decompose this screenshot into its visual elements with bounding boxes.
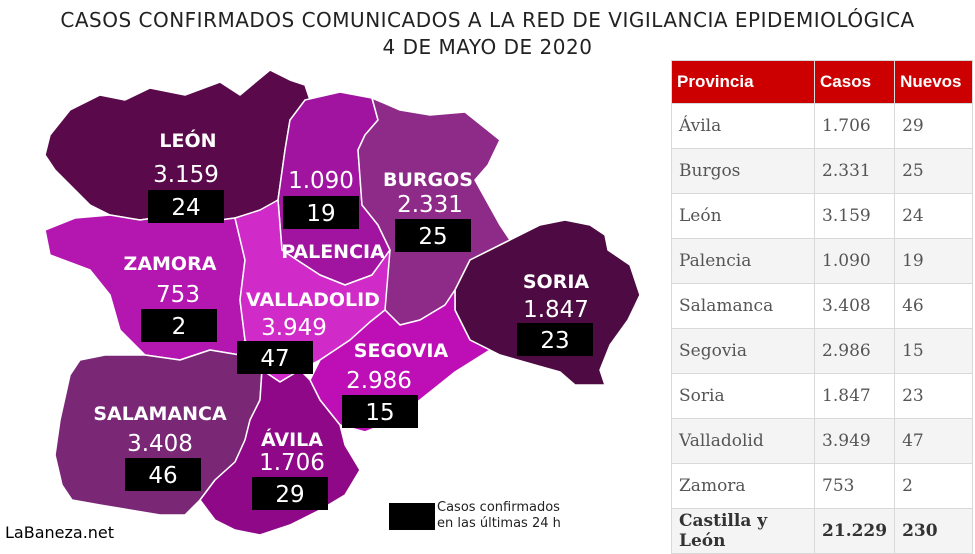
cell-total-new: 230	[894, 508, 973, 554]
province-new-cases: 25	[418, 224, 447, 250]
table-row: Burgos 2.331 25	[670, 148, 973, 194]
new-cases-box	[252, 477, 328, 510]
cell-province: León	[670, 193, 816, 239]
cell-cases: 3.408	[814, 283, 896, 329]
label-valladolid: VALLADOLID 3.949 47	[237, 289, 380, 374]
cell-total-cases: 21.229	[814, 508, 896, 554]
province-new-cases: 15	[365, 400, 394, 426]
province-new-cases: 46	[148, 463, 177, 489]
cell-province: Valladolid	[670, 418, 816, 464]
label-zamora: ZAMORA 753 2	[124, 253, 217, 342]
label-leon: LEÓN 3.159 24	[148, 128, 224, 223]
label-palencia: 1.090 19 PALENCIA	[281, 168, 385, 263]
province-total-cases: 2.986	[346, 368, 412, 394]
cell-new: 25	[894, 148, 973, 194]
cell-province: Soria	[670, 373, 816, 419]
legend-line-1: Casos confirmados	[437, 500, 560, 515]
cell-province: Ávila	[670, 103, 816, 149]
province-name: SALAMANCA	[93, 403, 227, 425]
province-name: SORIA	[523, 271, 590, 293]
cases-table: Provincia Casos Nuevos Ávila 1.706 29 Bu…	[670, 60, 973, 554]
cell-new: 46	[894, 283, 973, 329]
new-cases-box	[148, 190, 224, 223]
table-row: Valladolid 3.949 47	[670, 418, 973, 464]
province-new-cases: 2	[172, 314, 187, 340]
province-new-cases: 47	[260, 346, 289, 372]
cell-cases: 3.949	[814, 418, 896, 464]
table-header-row: Provincia Casos Nuevos	[670, 60, 973, 104]
cell-cases: 2.331	[814, 148, 896, 194]
label-avila: ÁVILA 1.706 29	[252, 428, 328, 510]
cell-province: Salamanca	[670, 283, 816, 329]
province-total-cases: 3.408	[127, 431, 193, 457]
table-row: Segovia 2.986 15	[670, 328, 973, 374]
cell-new: 24	[894, 193, 973, 239]
castilla-leon-map: LEÓN 3.159 24 1.090 19 PALENCIA BURGOS 2…	[44, 69, 641, 536]
credit-label: LaBaneza.net	[5, 523, 115, 542]
label-burgos: BURGOS 2.331 25	[383, 169, 473, 252]
new-cases-box	[237, 341, 313, 374]
label-segovia: SEGOVIA 2.986 15	[342, 340, 448, 428]
province-name: ÁVILA	[261, 428, 323, 451]
province-new-cases: 29	[275, 482, 304, 508]
province-total-cases: 3.949	[261, 315, 327, 341]
label-salamanca: SALAMANCA 3.408 46	[93, 403, 227, 491]
cell-new: 15	[894, 328, 973, 374]
table-row: Salamanca 3.408 46	[670, 283, 973, 329]
province-total-cases: 1.706	[259, 450, 325, 476]
province-total-cases: 1.090	[288, 168, 354, 194]
table-row: Zamora 753 2	[670, 463, 973, 509]
cell-province: Segovia	[670, 328, 816, 374]
province-total-cases: 753	[156, 282, 200, 308]
cell-new: 23	[894, 373, 973, 419]
cell-region: Castilla y León	[670, 508, 816, 554]
province-name: VALLADOLID	[246, 289, 380, 311]
label-soria: SORIA 1.847 23	[517, 271, 593, 356]
page-subtitle-date: 4 DE MAYO DE 2020	[382, 35, 593, 59]
cell-new: 2	[894, 463, 973, 509]
header-provincia: Provincia	[670, 60, 816, 104]
cell-new: 47	[894, 418, 973, 464]
cell-new: 29	[894, 103, 973, 149]
table-row: Soria 1.847 23	[670, 373, 973, 419]
header-nuevos: Nuevos	[894, 60, 973, 104]
cell-cases: 753	[814, 463, 896, 509]
province-new-cases: 23	[540, 328, 569, 354]
province-total-cases: 3.159	[153, 162, 219, 188]
cell-province: Burgos	[670, 148, 816, 194]
legend-text: Casos confirmados en las últimas 24 h	[437, 500, 561, 532]
province-name: ZAMORA	[124, 253, 217, 275]
province-name: PALENCIA	[281, 241, 385, 263]
new-cases-box	[125, 458, 201, 491]
cell-cases: 1.090	[814, 238, 896, 284]
table-row: Ávila 1.706 29	[670, 103, 973, 149]
province-total-cases: 1.847	[523, 297, 589, 323]
cell-cases: 1.706	[814, 103, 896, 149]
cell-province: Zamora	[670, 463, 816, 509]
province-new-cases: 19	[306, 201, 335, 227]
cell-new: 19	[894, 238, 973, 284]
table-total-row: Castilla y León 21.229 230	[670, 508, 973, 554]
legend-swatch	[389, 503, 435, 530]
new-cases-box	[517, 323, 593, 356]
new-cases-box	[395, 219, 471, 252]
new-cases-box	[283, 196, 359, 229]
header-casos: Casos	[814, 60, 896, 104]
province-total-cases: 2.331	[397, 192, 463, 218]
province-name: LEÓN	[159, 128, 216, 152]
cell-cases: 3.159	[814, 193, 896, 239]
table-row: Palencia 1.090 19	[670, 238, 973, 284]
province-name: SEGOVIA	[354, 340, 449, 362]
province-name: BURGOS	[383, 169, 473, 191]
new-cases-box	[141, 309, 217, 342]
cell-cases: 1.847	[814, 373, 896, 419]
province-new-cases: 24	[171, 195, 200, 221]
legend-line-2: en las últimas 24 h	[437, 516, 561, 531]
page-title: CASOS CONFIRMADOS COMUNICADOS A LA RED D…	[60, 8, 915, 32]
cell-cases: 2.986	[814, 328, 896, 374]
new-cases-box	[342, 395, 418, 428]
cell-province: Palencia	[670, 238, 816, 284]
table-row: León 3.159 24	[670, 193, 973, 239]
